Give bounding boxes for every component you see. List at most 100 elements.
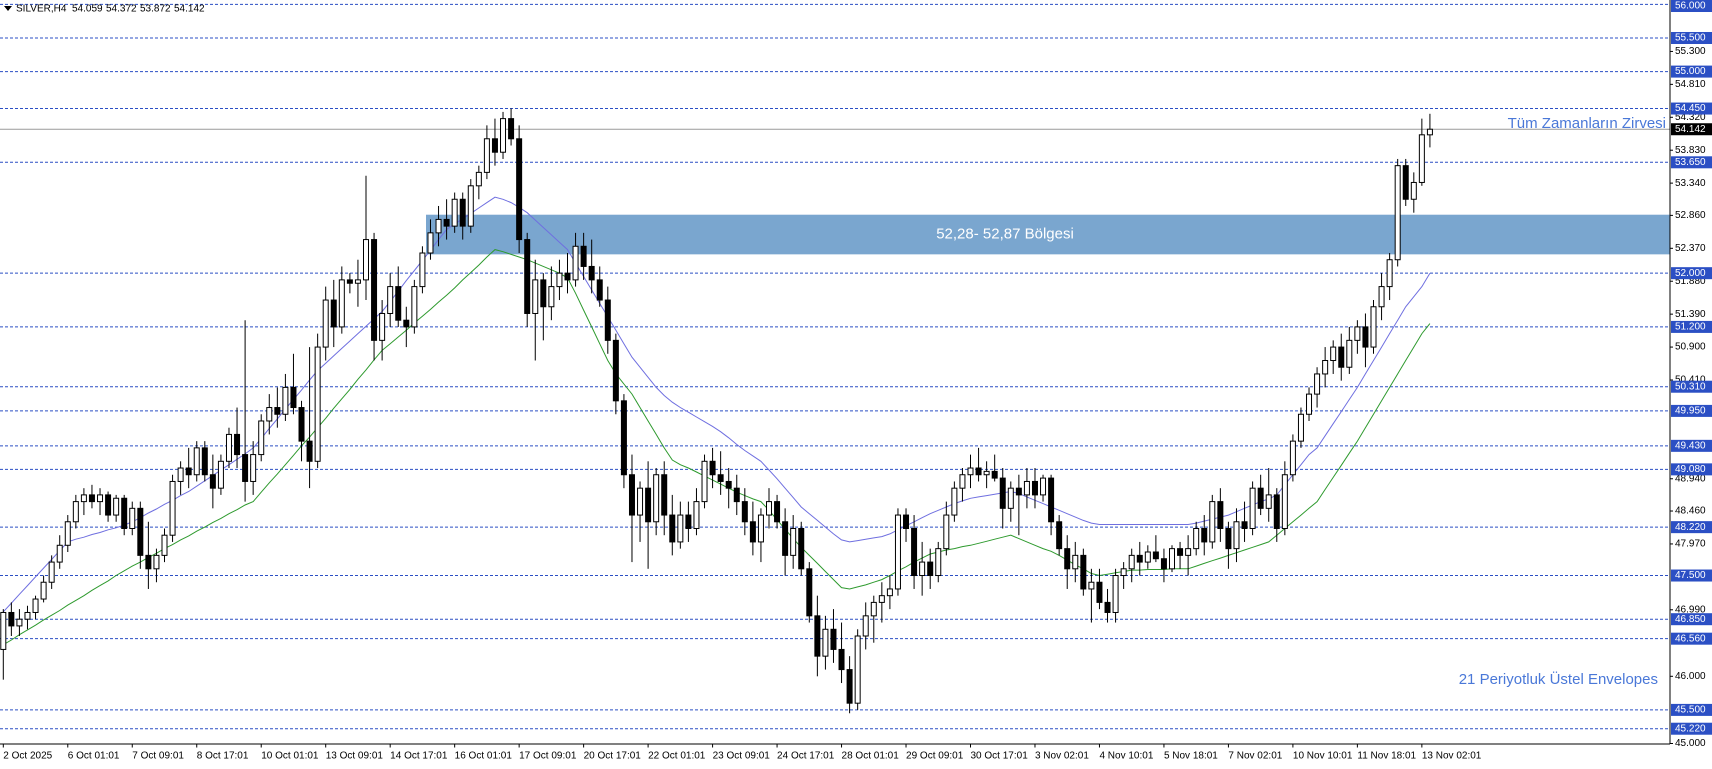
candle-body [645, 487, 652, 523]
candle-body [516, 138, 523, 241]
candle-body [1120, 568, 1127, 577]
candle-body [1265, 494, 1272, 509]
x-tick-label: 17 Oct 09:01 [519, 751, 577, 762]
candle-body [886, 588, 893, 597]
candle-body [766, 501, 772, 516]
candle-body [693, 501, 700, 529]
level-label: 54.450 [1675, 103, 1706, 114]
candle-body [870, 601, 877, 617]
candle-body [379, 312, 386, 341]
x-tick-label: 4 Nov 10:01 [1099, 751, 1153, 762]
candle-body [1402, 165, 1409, 200]
candle-body [193, 447, 200, 476]
x-tick-label: 20 Oct 17:01 [584, 751, 642, 762]
price-label: 54.142 [1675, 124, 1706, 135]
x-tick-label: 29 Oct 09:01 [906, 751, 964, 762]
y-tick-label: 47.970 [1675, 539, 1706, 550]
symbol: SILVER,H4 [16, 4, 67, 15]
y-tick-label: 55.300 [1675, 46, 1706, 57]
candle-body [951, 487, 958, 516]
candle-body [790, 527, 797, 556]
candle-body [975, 467, 982, 476]
candle-body [782, 521, 789, 556]
candle-body [854, 635, 861, 704]
candle-body [80, 494, 87, 503]
candle-body [806, 568, 813, 617]
level-label: 51.200 [1675, 322, 1706, 333]
candle-body [653, 474, 660, 523]
candle-body [1273, 494, 1280, 529]
candle-body [1257, 487, 1264, 509]
zone [426, 214, 1670, 255]
level-label-bg [1671, 320, 1712, 333]
x-tick-label: 6 Oct 01:01 [68, 751, 120, 762]
candle-body [1281, 474, 1288, 529]
level-label-bg [1671, 613, 1712, 626]
level-label: 49.950 [1675, 406, 1706, 417]
candle-body [282, 386, 289, 415]
candle-body [757, 514, 764, 543]
candle-body [999, 477, 1006, 509]
candle-body [338, 279, 345, 328]
candle-body [1080, 554, 1087, 590]
y-tick-label: 51.880 [1675, 276, 1706, 287]
candle-body [1064, 548, 1071, 570]
level-label-bg [1671, 380, 1712, 393]
candle-body [1338, 346, 1345, 368]
candle-body [983, 470, 990, 476]
candle-body [935, 548, 942, 577]
level-label-bg [1671, 102, 1712, 115]
candle-body [1322, 360, 1329, 375]
candle-body [532, 279, 539, 314]
candle-body [32, 598, 39, 613]
candle-body [129, 507, 136, 529]
y-tick-label: 52.370 [1675, 243, 1706, 254]
candle-body [1418, 134, 1425, 183]
candle-body [580, 245, 587, 267]
candle-body [604, 299, 611, 341]
candle-body [1169, 548, 1175, 570]
y-tick-label: 50.900 [1675, 342, 1706, 353]
candle-body [661, 474, 668, 516]
candle-body [709, 460, 716, 476]
candle-body [612, 339, 619, 402]
x-tick-label: 14 Oct 17:01 [390, 751, 448, 762]
candle-body [145, 554, 152, 570]
level-label: 52.000 [1675, 268, 1706, 279]
level-label: 55.500 [1675, 33, 1706, 44]
y-tick-label: 53.340 [1675, 178, 1706, 189]
x-tick-label: 24 Oct 17:01 [777, 751, 835, 762]
envelope-line [2, 196, 1431, 613]
candle-body [1225, 527, 1232, 550]
level-label-bg [1671, 463, 1712, 476]
x-tick-label: 23 Oct 09:01 [713, 751, 771, 762]
candle-body [1104, 601, 1111, 613]
x-tick-label: 11 Nov 18:01 [1357, 751, 1416, 762]
candle-body [435, 218, 442, 234]
candle-body [48, 561, 55, 583]
candle-body [443, 218, 450, 227]
level-label: 47.500 [1675, 570, 1706, 581]
candle-body [40, 581, 47, 600]
candle-body [234, 433, 241, 456]
x-tick-label: 10 Oct 01:01 [261, 751, 319, 762]
candle-body [56, 544, 63, 563]
x-tick-label: 8 Oct 17:01 [197, 751, 249, 762]
candle-body [1007, 487, 1014, 509]
candle-body [943, 514, 950, 550]
level-label-bg [1671, 569, 1712, 582]
level-label: 49.080 [1675, 464, 1706, 475]
candle-body [725, 480, 732, 489]
candle-body [862, 615, 869, 637]
candle-body [209, 474, 216, 489]
level-label-bg [1671, 703, 1712, 716]
candle-body [838, 648, 845, 671]
y-tick-label: 46.990 [1675, 604, 1706, 615]
level-label: 45.500 [1675, 705, 1706, 716]
candle-body [1185, 548, 1192, 556]
candle-body [524, 239, 531, 314]
candle-body [596, 279, 603, 301]
candle-body [894, 514, 901, 590]
level-label-bg [1671, 0, 1712, 12]
candle-body [1249, 487, 1256, 529]
